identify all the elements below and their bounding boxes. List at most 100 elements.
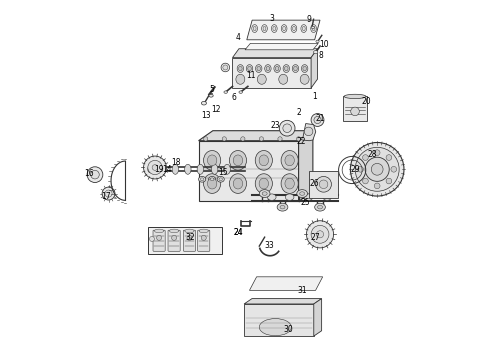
Circle shape (144, 156, 167, 179)
Text: 4: 4 (235, 33, 240, 42)
Text: 19: 19 (154, 165, 163, 174)
Polygon shape (232, 58, 311, 88)
Polygon shape (244, 298, 321, 304)
Ellipse shape (209, 176, 216, 182)
Ellipse shape (257, 66, 261, 71)
Circle shape (279, 120, 295, 136)
Ellipse shape (275, 66, 279, 71)
Circle shape (355, 147, 399, 191)
Text: 21: 21 (316, 114, 325, 123)
Text: 11: 11 (246, 71, 256, 80)
Polygon shape (299, 123, 316, 141)
Circle shape (221, 63, 230, 72)
Ellipse shape (201, 102, 206, 105)
Text: 26: 26 (310, 179, 319, 188)
Ellipse shape (300, 192, 305, 195)
Circle shape (358, 166, 364, 172)
Ellipse shape (294, 66, 297, 71)
Ellipse shape (280, 205, 285, 209)
Ellipse shape (285, 66, 288, 71)
Text: 9: 9 (307, 15, 312, 24)
Text: 16: 16 (84, 169, 94, 178)
Ellipse shape (263, 26, 266, 31)
Ellipse shape (217, 176, 224, 182)
Ellipse shape (197, 164, 203, 174)
Text: 13: 13 (201, 111, 211, 120)
Text: 24: 24 (233, 228, 243, 237)
Ellipse shape (318, 205, 322, 209)
Ellipse shape (236, 74, 245, 84)
Text: 17: 17 (101, 192, 111, 201)
FancyBboxPatch shape (183, 230, 196, 251)
Circle shape (386, 155, 392, 161)
Ellipse shape (148, 166, 152, 172)
Ellipse shape (229, 150, 246, 170)
Text: 18: 18 (172, 158, 181, 167)
Ellipse shape (239, 91, 243, 93)
Circle shape (203, 137, 208, 141)
Text: 25: 25 (300, 198, 310, 207)
Polygon shape (198, 141, 298, 202)
Circle shape (105, 190, 112, 197)
Ellipse shape (281, 24, 287, 32)
Ellipse shape (292, 64, 299, 72)
Ellipse shape (207, 155, 217, 166)
Ellipse shape (281, 150, 298, 170)
Circle shape (365, 157, 389, 181)
Ellipse shape (283, 64, 290, 72)
FancyBboxPatch shape (153, 230, 165, 251)
Circle shape (296, 137, 301, 141)
Ellipse shape (285, 194, 294, 201)
Ellipse shape (285, 155, 294, 166)
Circle shape (363, 155, 368, 161)
Text: 28: 28 (367, 150, 376, 159)
Ellipse shape (279, 74, 288, 84)
Ellipse shape (199, 229, 208, 233)
Circle shape (149, 237, 154, 242)
Ellipse shape (293, 26, 295, 31)
Circle shape (374, 183, 380, 189)
Ellipse shape (229, 174, 246, 193)
Text: 27: 27 (311, 233, 320, 242)
Ellipse shape (259, 190, 270, 198)
Ellipse shape (316, 40, 319, 42)
Text: 6: 6 (231, 93, 236, 102)
Ellipse shape (252, 24, 258, 32)
Ellipse shape (285, 178, 294, 189)
Ellipse shape (239, 66, 242, 71)
Circle shape (222, 137, 226, 141)
Text: 2: 2 (296, 108, 301, 117)
Text: 14: 14 (162, 165, 172, 174)
Bar (148, 227, 221, 254)
Circle shape (311, 225, 329, 243)
Ellipse shape (219, 178, 222, 181)
Circle shape (278, 137, 282, 141)
Ellipse shape (291, 24, 297, 32)
Circle shape (350, 143, 404, 196)
Ellipse shape (301, 64, 308, 72)
Ellipse shape (311, 26, 315, 29)
Ellipse shape (303, 66, 306, 71)
Polygon shape (314, 298, 321, 336)
Text: 12: 12 (211, 105, 220, 114)
Ellipse shape (314, 50, 318, 54)
Circle shape (148, 160, 162, 175)
Ellipse shape (301, 24, 307, 32)
Circle shape (201, 235, 206, 240)
Ellipse shape (160, 164, 166, 174)
Circle shape (283, 124, 292, 132)
Polygon shape (298, 131, 313, 202)
Circle shape (391, 166, 396, 172)
Circle shape (91, 170, 99, 179)
Circle shape (363, 178, 368, 184)
Circle shape (157, 235, 162, 240)
Circle shape (259, 137, 264, 141)
Ellipse shape (259, 155, 269, 166)
Text: 1: 1 (312, 91, 317, 100)
Ellipse shape (246, 64, 253, 72)
Ellipse shape (297, 190, 308, 198)
Ellipse shape (224, 91, 227, 93)
Ellipse shape (323, 194, 331, 201)
Circle shape (102, 187, 115, 200)
Polygon shape (245, 43, 318, 50)
